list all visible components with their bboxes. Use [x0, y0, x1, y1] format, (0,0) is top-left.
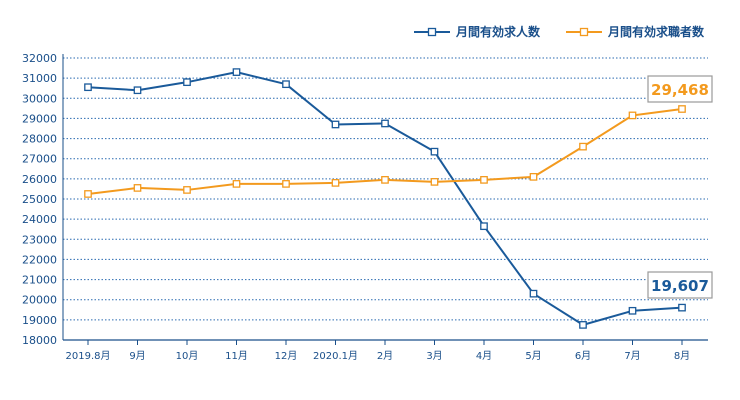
y-tick-label: 23000 [22, 233, 57, 246]
data-point [133, 184, 142, 192]
data-point [579, 142, 587, 151]
data-point [331, 179, 340, 187]
data-point [133, 86, 142, 95]
data-point [529, 172, 538, 181]
legend-marker [579, 27, 589, 37]
y-tick-label: 21000 [22, 274, 57, 287]
series-layer [84, 68, 686, 329]
x-tick-label: 3月 [426, 350, 442, 362]
data-point [183, 186, 191, 194]
callouts: 19,607 29,468 [647, 75, 713, 299]
data-point [232, 180, 241, 188]
x-tick-label: 10月 [176, 350, 199, 362]
legend: 月間有効求人数 月間有効求職者数 [414, 24, 705, 39]
callout-value: 19,607 [651, 277, 709, 295]
y-tick-label: 18000 [22, 334, 57, 347]
legend-marker [427, 27, 437, 37]
y-tick-label: 19000 [22, 314, 57, 327]
y-tick-label: 27000 [22, 153, 57, 166]
y-tick-label: 32000 [22, 52, 57, 65]
data-point [678, 303, 686, 312]
data-point [381, 176, 389, 184]
data-point [232, 68, 241, 76]
data-point [331, 120, 340, 129]
data-point [480, 222, 488, 231]
data-point [84, 190, 92, 198]
x-tick-label: 9月 [129, 350, 145, 362]
y-tick-label: 22000 [22, 253, 57, 266]
y-tick-label: 29000 [22, 112, 57, 125]
x-tick-label: 11月 [225, 350, 248, 362]
legend-label: 月間有効求人数 [455, 24, 541, 39]
legend-label: 月間有効求職者数 [607, 24, 705, 39]
data-point [678, 105, 686, 113]
x-tick-label: 5月 [525, 350, 541, 362]
y-tick-label: 25000 [22, 193, 57, 206]
x-tick-label: 6月 [575, 350, 591, 362]
x-tick-label: 4月 [476, 350, 492, 362]
callout-box [647, 271, 713, 299]
y-tick-label: 30000 [22, 92, 57, 105]
x-tick-label: 8月 [674, 350, 690, 362]
data-point [183, 78, 191, 87]
axes: 32000 31000 30000 29000 28000 27000 26000 25000… [22, 52, 708, 362]
x-tick-label: 12月 [275, 350, 298, 362]
data-point [430, 147, 439, 156]
y-tick-label: 26000 [22, 173, 57, 186]
callout-value: 29,468 [651, 81, 709, 99]
y-tick-label: 28000 [22, 133, 57, 146]
data-point [282, 80, 290, 89]
x-tick-label: 2019.8月 [66, 350, 111, 362]
data-point [628, 306, 637, 315]
data-point [628, 111, 637, 120]
data-point [282, 180, 290, 188]
data-point [480, 176, 488, 184]
data-point [84, 83, 92, 92]
x-tick-label: 2020.1月 [313, 350, 358, 362]
x-tick-label: 7月 [624, 350, 640, 362]
data-point [529, 289, 538, 298]
data-point [579, 321, 587, 329]
y-tick-label: 24000 [22, 213, 57, 226]
y-tick-label: 31000 [22, 72, 57, 85]
callout-box [647, 75, 713, 103]
data-point [430, 178, 439, 186]
data-point [381, 119, 389, 128]
x-tick-label: 2月 [377, 350, 393, 362]
y-tick-label: 20000 [22, 294, 57, 307]
series-line-0 [87, 71, 683, 326]
